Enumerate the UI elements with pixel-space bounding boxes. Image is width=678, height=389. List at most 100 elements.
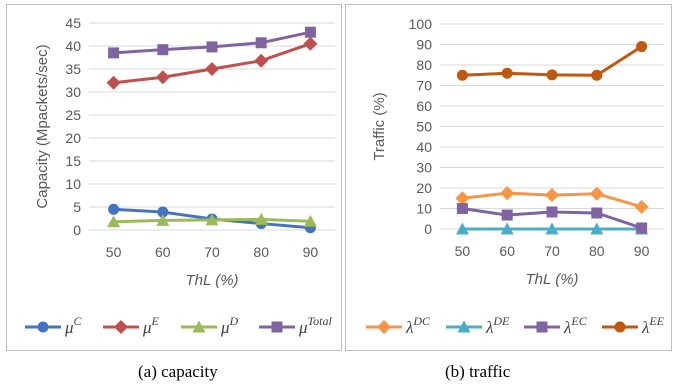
series-ec: [456, 203, 648, 234]
series-e: [106, 36, 318, 90]
data-point: [636, 41, 648, 53]
y-tick-label: 70: [416, 78, 432, 94]
data-point: [157, 206, 169, 218]
x-axis-label: ThL (%): [185, 272, 238, 289]
legend-marker: [114, 320, 128, 334]
y-tick-label: 35: [65, 61, 81, 77]
data-point: [589, 186, 604, 201]
y-tick-label: 80: [416, 57, 432, 73]
legend-label: μE: [142, 314, 160, 337]
x-tick-label: 80: [253, 244, 269, 260]
y-tick-label: 15: [65, 153, 81, 169]
data-point: [500, 222, 514, 235]
caption-traffic: (b) traffic: [445, 362, 511, 381]
x-tick-label: 70: [204, 244, 220, 260]
y-tick-label: 90: [416, 37, 432, 53]
data-point: [155, 70, 170, 85]
x-tick-label: 80: [589, 243, 605, 259]
x-tick-label: 90: [634, 243, 650, 259]
legend-marker: [192, 320, 206, 333]
y-tick-label: 40: [65, 38, 81, 54]
y-tick-label: 10: [65, 176, 81, 192]
data-point: [157, 44, 169, 56]
x-tick-label: 70: [544, 243, 560, 259]
data-point: [206, 41, 218, 53]
series-de: [455, 222, 649, 235]
legend-label: λEE: [641, 314, 665, 337]
legend-label: μTotal: [298, 314, 332, 337]
data-point: [304, 26, 316, 38]
legend-label: μD: [220, 314, 239, 337]
legend-entry: λDC: [366, 314, 431, 337]
data-point: [254, 53, 269, 68]
caption-capacity: (a) capacity: [138, 362, 218, 381]
y-tick-label: 50: [416, 119, 432, 135]
y-axis-label: Capacity (Mpackets/sec): [34, 44, 51, 208]
legend-label: λDC: [405, 314, 431, 337]
y-tick-label: 30: [416, 160, 432, 176]
data-point: [156, 213, 170, 226]
legend-label: μC: [64, 314, 83, 337]
legend-marker: [457, 320, 471, 333]
traffic-chart-panel: 0 10 20 30 40 50 60 70 80 90 100 50 60 70 80 90 Traffic …: [345, 4, 672, 351]
y-tick-label: 100: [409, 16, 433, 32]
x-tick-label: 50: [455, 243, 471, 259]
x-tick-label: 60: [499, 243, 515, 259]
data-point: [107, 215, 121, 228]
series-ee: [456, 41, 648, 81]
data-point: [500, 186, 515, 201]
y-tick-label: 60: [416, 98, 432, 114]
y-tick-label: 25: [65, 107, 81, 123]
data-point: [205, 62, 219, 76]
data-point: [108, 47, 120, 59]
data-point: [591, 207, 603, 219]
data-point: [591, 69, 603, 81]
data-point: [106, 75, 121, 90]
legend-entry: λEC: [524, 314, 588, 337]
y-tick-label: 40: [416, 139, 432, 155]
legend-marker: [377, 320, 391, 334]
data-point: [455, 222, 469, 235]
legend-marker: [536, 321, 548, 333]
y-axis-label: Traffic (%): [371, 92, 388, 160]
legend-marker: [271, 321, 283, 333]
data-point: [545, 222, 559, 235]
y-tick-label: 20: [65, 130, 81, 146]
legend-entry: μE: [103, 314, 160, 337]
data-point: [546, 206, 558, 218]
legend-entry: μTotal: [259, 314, 332, 337]
y-tick-label: 20: [416, 180, 432, 196]
data-point: [255, 37, 267, 49]
legend-label: λDE: [485, 314, 510, 337]
y-tick-label: 0: [424, 221, 432, 237]
capacity-chart-panel: 0 5 10 15 20 25 30 35 40 45 50 60 70 80 90 Capacity (Mp…: [6, 4, 342, 351]
data-point: [546, 69, 558, 81]
legend-marker: [614, 321, 626, 333]
x-axis-label: ThL (%): [525, 271, 578, 288]
data-point: [455, 191, 470, 206]
legend-label: λEC: [563, 314, 588, 337]
data-point: [108, 203, 120, 215]
series-dc: [455, 186, 649, 214]
data-point: [303, 36, 318, 51]
capacity-chart: 0 5 10 15 20 25 30 35 40 45 50 60 70 80 90 Capacity (Mp…: [25, 15, 335, 337]
data-point: [501, 209, 513, 221]
data-point: [590, 222, 604, 235]
x-tick-label: 60: [155, 244, 171, 260]
data-point: [254, 212, 268, 225]
legend-entry: μD: [181, 314, 239, 337]
legend-entry: λEE: [602, 314, 665, 337]
y-tick-label: 10: [416, 201, 432, 217]
data-point: [634, 199, 649, 214]
data-point: [545, 188, 559, 203]
data-point: [456, 203, 468, 214]
y-tick-label: 30: [65, 84, 81, 100]
legend-entry: λDE: [446, 314, 510, 337]
data-point: [456, 69, 468, 81]
traffic-chart: 0 10 20 30 40 50 60 70 80 90 100 50 60 70 80 90 Traffic …: [366, 16, 665, 337]
data-point: [636, 222, 648, 234]
data-point: [205, 213, 219, 226]
data-point: [501, 67, 513, 79]
legend-marker: [37, 321, 49, 333]
x-tick-label: 50: [106, 244, 122, 260]
